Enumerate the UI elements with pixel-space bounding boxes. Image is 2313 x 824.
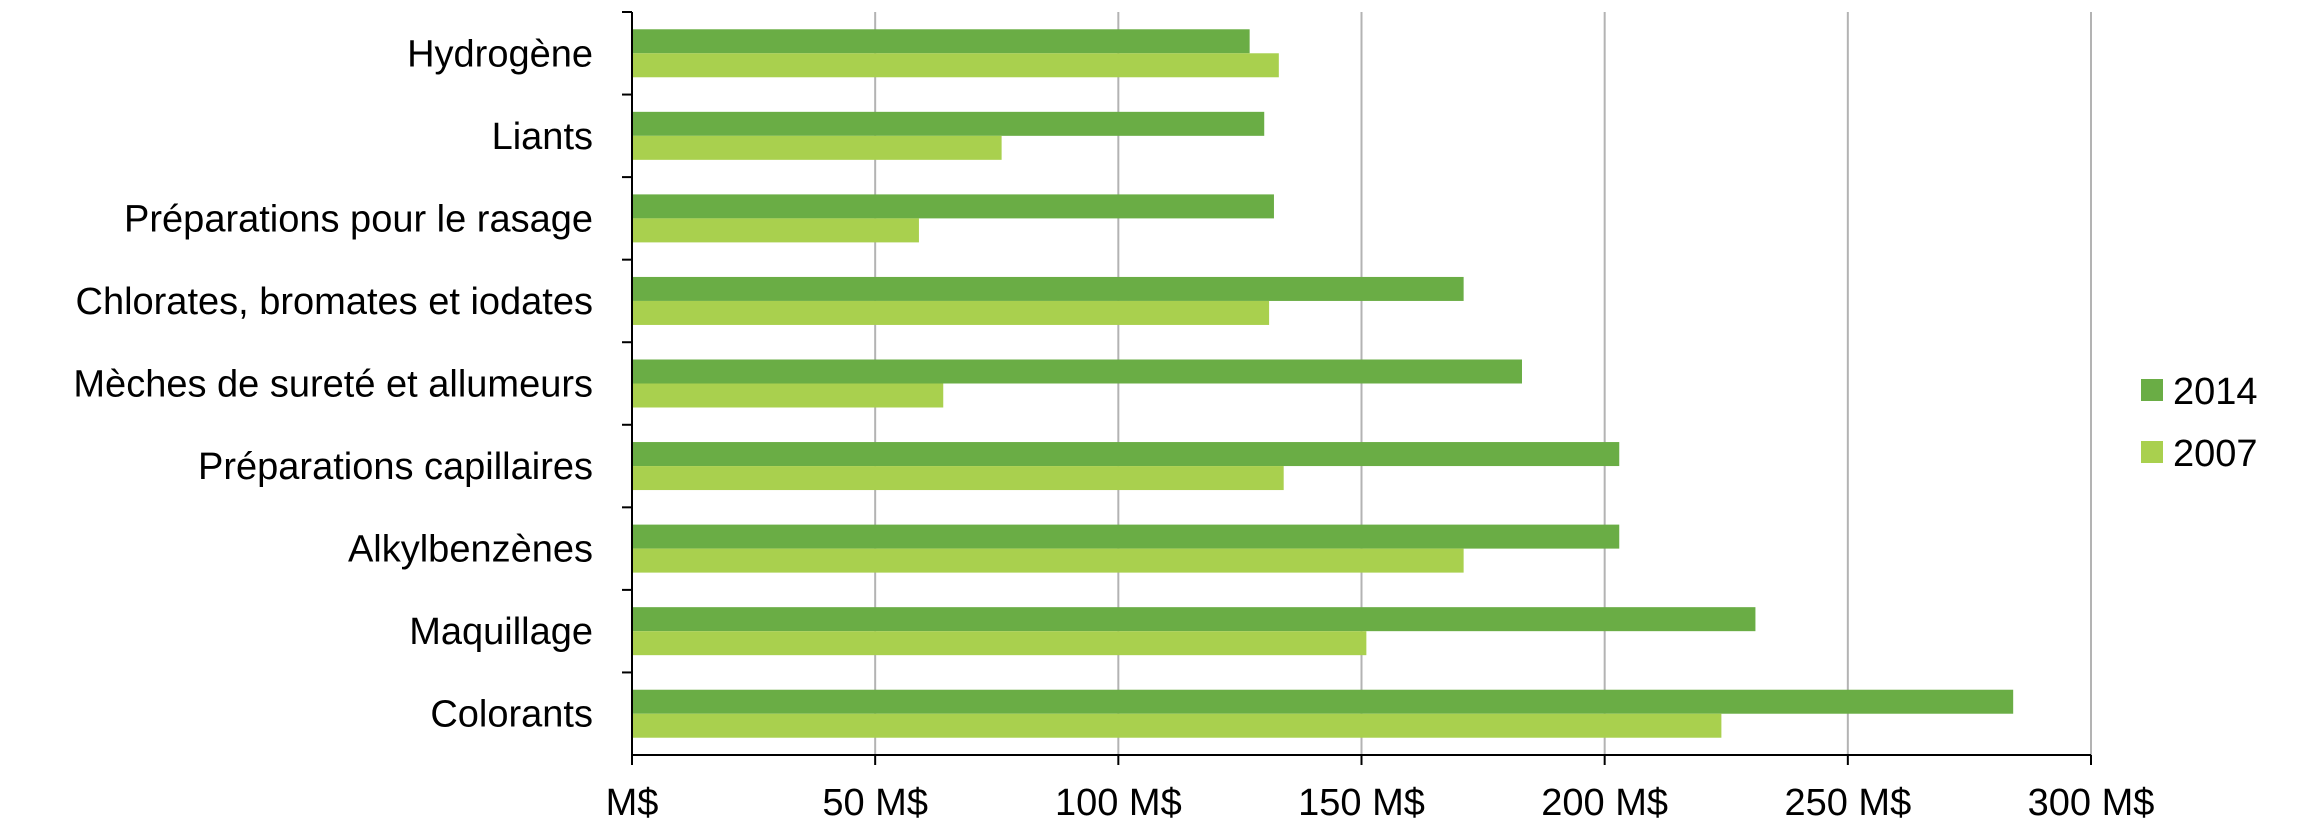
- legend-label-2007: 2007: [2173, 433, 2258, 475]
- category-label: Hydrogène: [407, 33, 593, 75]
- category-label: Liants: [492, 116, 593, 158]
- bar-2007: [632, 135, 1002, 160]
- bar-2014: [632, 607, 1756, 632]
- category-label: Colorants: [430, 694, 593, 736]
- bar-2007: [632, 631, 1367, 656]
- bar-2014: [632, 359, 1522, 384]
- bar-2007: [632, 300, 1270, 325]
- x-tick-labels: M$ 50 M$ 100 M$ 150 M$ 200 M$ 250 M$ 300 M$: [606, 782, 2155, 824]
- category-label: Chlorates, bromates et iodates: [76, 281, 594, 323]
- category-labels: Hydrogène Liants Préparations pour le rasa…: [73, 33, 593, 735]
- legend-swatch-2007: [2141, 441, 2163, 463]
- x-tick-label: 150 M$: [1298, 782, 1425, 824]
- x-tick-label: 250 M$: [1784, 782, 1911, 824]
- bar-2007: [632, 218, 919, 243]
- bar-2007: [632, 466, 1284, 491]
- bars: [632, 29, 2014, 738]
- bar-2014: [632, 111, 1265, 136]
- legend-swatch-2014: [2141, 379, 2163, 401]
- bar-2014: [632, 689, 2014, 714]
- category-label: Alkylbenzènes: [348, 529, 593, 571]
- bar-2014: [632, 29, 1250, 54]
- x-tick-label: 200 M$: [1541, 782, 1668, 824]
- bar-2014: [632, 276, 1464, 301]
- category-label: Préparations pour le rasage: [124, 198, 593, 240]
- x-tick-label: 100 M$: [1055, 782, 1182, 824]
- legend-label-2014: 2014: [2173, 371, 2258, 413]
- axes: [622, 11, 2092, 765]
- x-tick-label: M$: [606, 782, 659, 824]
- x-tick-label: 300 M$: [2028, 782, 2155, 824]
- category-label: Maquillage: [409, 611, 593, 653]
- category-label: Préparations capillaires: [198, 446, 593, 488]
- bar-2007: [632, 383, 944, 408]
- category-label: Mèches de sureté et allumeurs: [73, 364, 593, 406]
- bar-2014: [632, 524, 1620, 549]
- bar-2007: [632, 548, 1464, 573]
- legend: 2014 2007: [2141, 371, 2258, 475]
- bar-2014: [632, 194, 1274, 219]
- x-tick-label: 50 M$: [822, 782, 928, 824]
- bar-2014: [632, 442, 1620, 467]
- bar-2007: [632, 53, 1279, 78]
- bar-2007: [632, 713, 1722, 738]
